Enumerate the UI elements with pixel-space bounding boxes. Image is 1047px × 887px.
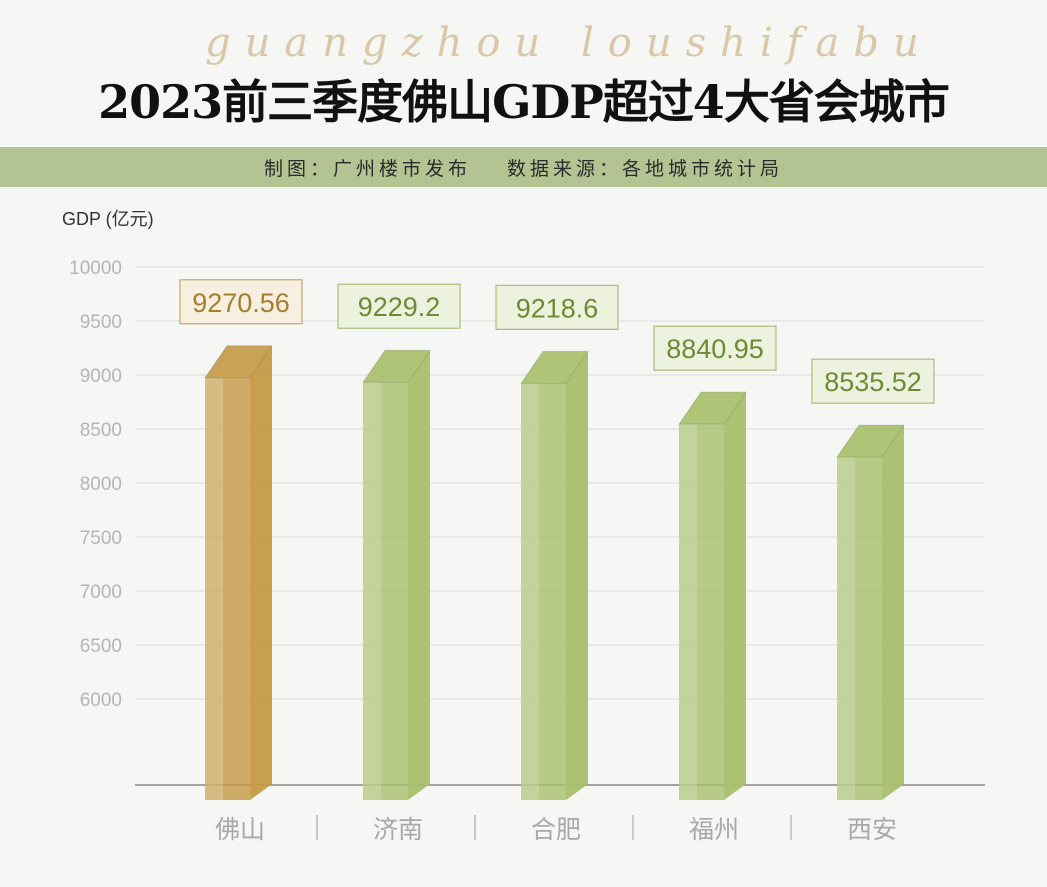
bar-side [882,425,904,800]
credit-text: 制图：广州楼市发布 [263,157,471,180]
page-title: 2023前三季度佛山GDP超过4大省会城市 [98,75,950,129]
value-label-box [495,284,619,330]
y-tick-label: 7500 [80,528,122,549]
y-tick-label: 6500 [80,636,122,657]
y-tick-label: 8500 [80,420,122,441]
value-label-box [337,283,461,329]
credit-band: 制图：广州楼市发布 数据来源：各地城市统计局 [0,147,1047,187]
bar [363,382,408,800]
x-tick-label: 福州 [689,815,739,844]
bar-highlight [679,424,697,800]
bar-side [566,351,588,800]
bar-highlight [837,457,855,800]
x-tick-label: 济南 [373,815,423,844]
bar [837,457,882,800]
bar-top [362,349,431,383]
y-tick-label: 8000 [80,474,122,495]
bar-top [836,424,905,458]
bar [521,383,566,800]
bar [205,377,250,800]
bar [679,424,724,800]
y-tick-label: 9500 [80,312,122,333]
value-label: 9229.2 [358,292,441,322]
watermark: guangzhou loushifabu [205,20,933,66]
bar-top [678,391,747,425]
value-label-box [653,325,777,371]
value-label-box [811,358,935,404]
bar-side [408,350,430,800]
y-tick-label: 7000 [80,582,122,603]
bar-highlight [205,377,223,800]
y-axis-label: GDP (亿元) [62,209,154,229]
y-tick-label: 10000 [69,258,122,279]
bar-side [250,345,272,800]
bar-top [520,350,589,384]
value-label: 8840.95 [666,334,764,364]
bar-top [204,345,273,379]
bar-side [724,392,746,800]
y-tick-label: 6000 [80,690,122,711]
value-label: 9218.6 [516,293,599,323]
bar-highlight [363,382,381,800]
value-label: 9270.56 [192,288,290,318]
x-tick-label: 佛山 [215,815,265,844]
x-tick-label: 合肥 [531,815,581,844]
y-tick-label: 9000 [80,366,122,387]
source-text: 数据来源：各地城市统计局 [507,157,784,180]
value-label: 8535.52 [824,367,922,397]
bar-highlight [521,383,539,800]
x-tick-label: 西安 [847,815,897,844]
value-label-box [179,279,303,325]
